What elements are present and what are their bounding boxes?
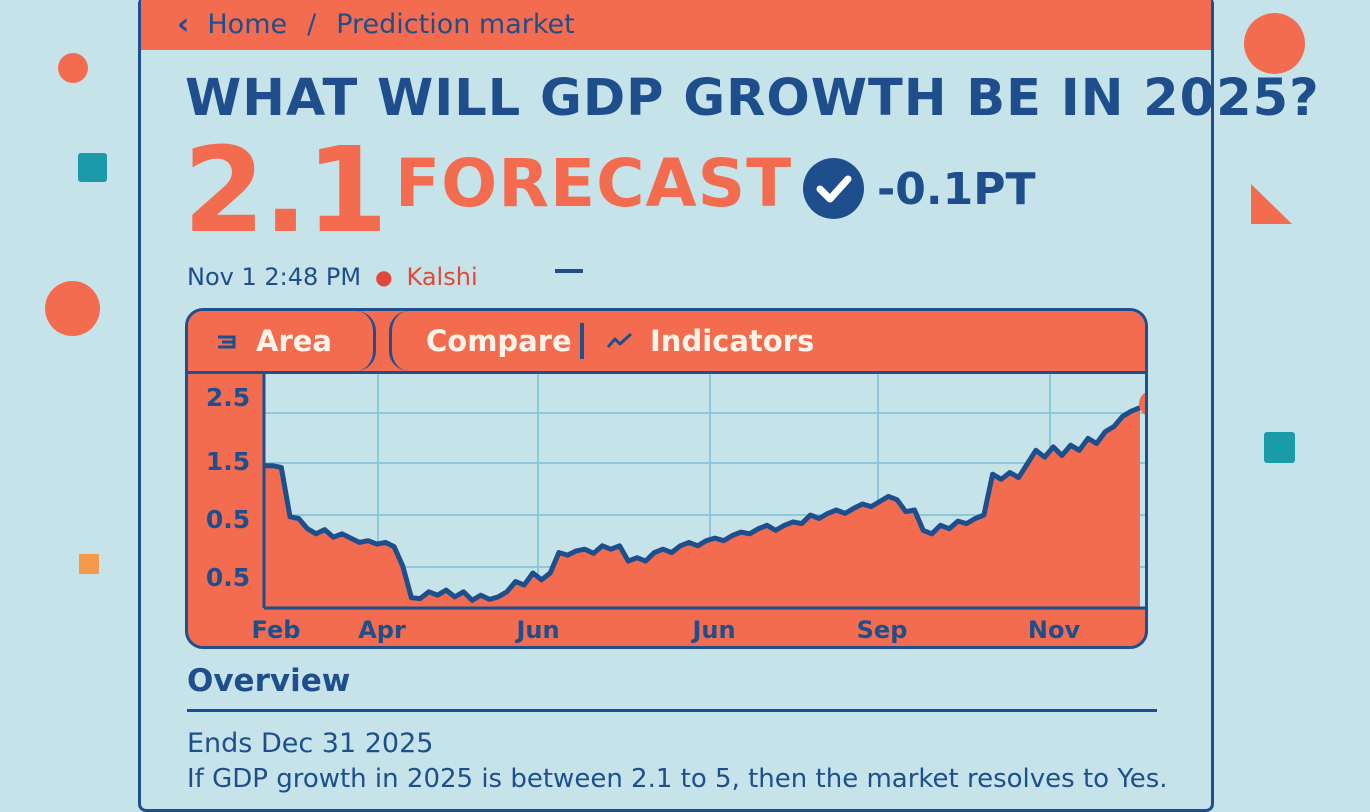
forecast-value: 2.1 bbox=[183, 131, 386, 249]
decor-circle bbox=[58, 53, 88, 83]
x-tick-label: Nov bbox=[1028, 616, 1081, 644]
y-tick-label: 0.5 bbox=[206, 563, 250, 592]
tab-compare-label: Compare bbox=[426, 324, 572, 358]
breadcrumb-current[interactable]: Prediction market bbox=[336, 9, 575, 40]
bullet-dot: ● bbox=[375, 265, 392, 289]
tab-divider bbox=[580, 323, 584, 359]
breadcrumb-home-link[interactable]: Home bbox=[207, 9, 287, 40]
overview-divider bbox=[187, 709, 1157, 712]
forecast-label: FORECAST bbox=[395, 151, 792, 217]
decor-square bbox=[78, 153, 107, 182]
breadcrumb: ‹ Home / Prediction market bbox=[141, 0, 1211, 50]
dash-divider bbox=[555, 269, 583, 273]
x-tick-label: Sep bbox=[857, 616, 908, 644]
decor-square bbox=[1264, 432, 1295, 463]
overview-heading: Overview bbox=[187, 663, 350, 699]
y-tick-label: 0.5 bbox=[206, 505, 250, 534]
forecast-change: -0.1PT bbox=[877, 164, 1035, 215]
y-tick-label: 2.5 bbox=[206, 383, 250, 412]
tab-indicators-label: Indicators bbox=[650, 324, 814, 358]
decor-triangle bbox=[1251, 184, 1292, 224]
end-date: Ends Dec 31 2025 bbox=[187, 728, 433, 759]
tab-area-label: Area bbox=[256, 324, 332, 358]
page-title: WHAT WILL GDP GROWTH BE IN 2025? bbox=[185, 69, 1320, 128]
tab-indicators[interactable]: Indicators bbox=[606, 311, 814, 371]
breadcrumb-separator: / bbox=[307, 9, 316, 40]
area-chart-icon bbox=[216, 324, 240, 358]
chart-panel: 2.5 1.5 0.5 0.5 Feb Apr Jun Jun Sep Nov Area Com… bbox=[185, 308, 1148, 649]
x-tick-label: Jun bbox=[514, 616, 559, 644]
x-tick-label: Apr bbox=[358, 616, 406, 644]
chart-toolbar: Area Compare Indicators bbox=[188, 311, 1145, 374]
decor-circle bbox=[45, 281, 100, 336]
decor-circle bbox=[1244, 13, 1305, 74]
chevron-left-icon[interactable]: ‹ bbox=[177, 7, 189, 42]
timestamp: Nov 1 2:48 PM bbox=[187, 263, 361, 291]
check-circle-icon bbox=[803, 158, 864, 219]
x-tick-label: Jun bbox=[690, 616, 735, 644]
x-tick-label: Feb bbox=[252, 616, 301, 644]
tab-area[interactable]: Area bbox=[188, 311, 376, 371]
market-card: ‹ Home / Prediction market WHAT WILL GDP… bbox=[138, 0, 1214, 812]
source-link[interactable]: Kalshi bbox=[407, 263, 478, 291]
decor-square bbox=[79, 554, 99, 574]
trend-line-icon bbox=[606, 324, 634, 358]
market-meta: Nov 1 2:48 PM ● Kalshi bbox=[187, 263, 478, 291]
y-tick-label: 1.5 bbox=[206, 447, 250, 476]
